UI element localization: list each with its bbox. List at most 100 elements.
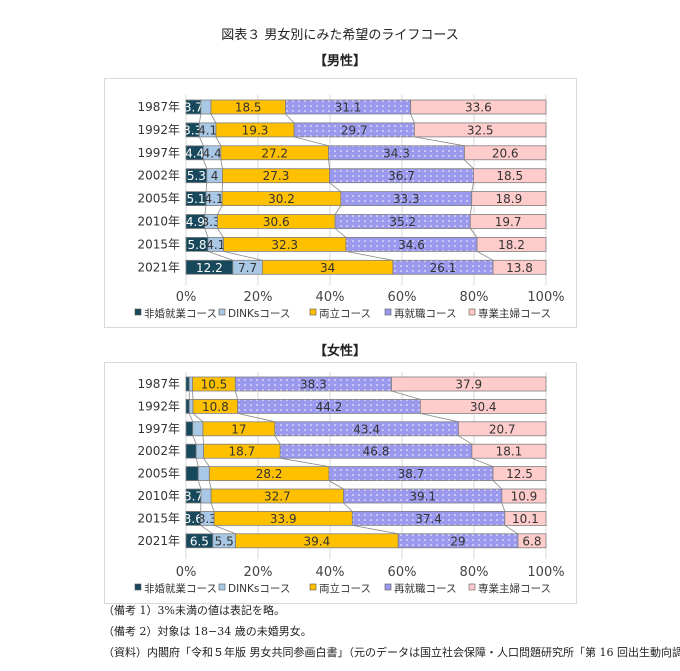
connector-line <box>492 480 503 490</box>
connector-line <box>195 458 199 467</box>
connector-line <box>204 228 209 238</box>
bar-segment <box>410 99 547 115</box>
connector-line <box>345 251 393 261</box>
legend-swatch <box>309 583 317 591</box>
legend-swatch <box>384 308 392 316</box>
x-tick-label: 60% <box>388 565 417 580</box>
data-label: 10.8 <box>202 400 229 414</box>
legend-label: 両立コース <box>319 582 371 595</box>
bar-segment <box>476 236 547 252</box>
year-label: 1997年 <box>137 146 180 160</box>
data-label: 46.8 <box>363 445 390 459</box>
data-label: 18.5 <box>496 169 523 183</box>
bar-segment <box>391 376 547 392</box>
connector-line <box>458 435 473 445</box>
connector-line <box>471 182 474 192</box>
bar-segment <box>464 145 547 161</box>
year-label: 2015年 <box>137 511 180 525</box>
data-label: 35.2 <box>389 215 416 229</box>
year-label: 2002年 <box>137 444 180 458</box>
x-tick-label: 100% <box>527 565 564 580</box>
connector-line <box>476 251 494 261</box>
connector-line <box>213 525 236 535</box>
data-label: 18.7 <box>229 445 256 459</box>
data-label: 12.2 <box>196 261 223 275</box>
bar-segment <box>473 168 547 184</box>
connector-line <box>192 413 204 423</box>
connector-line <box>274 435 281 445</box>
data-label: 3.6 <box>184 512 203 526</box>
data-label: 20.6 <box>492 146 519 160</box>
x-tick-label: 100% <box>527 290 564 305</box>
data-label: 7.7 <box>238 261 257 275</box>
data-label: 5.1 <box>186 192 205 206</box>
data-label: 32.3 <box>271 238 298 252</box>
year-label: 1992年 <box>137 399 180 413</box>
connector-line <box>203 159 208 169</box>
note-1: （備考 1）3%未満の値は表記を略。 <box>103 604 285 617</box>
connector-line <box>217 228 224 238</box>
bar-segment <box>471 443 547 459</box>
source-note: （資料）内閣府「令和５年版 男女共同参画白書」（元のデータは国立社会保障・人口問… <box>103 646 680 659</box>
bar-segment <box>188 399 194 414</box>
data-label: 3.3 <box>202 215 221 229</box>
data-label: 37.9 <box>455 378 482 392</box>
bar-segment <box>192 421 204 437</box>
connector-line <box>220 159 223 169</box>
connector-line <box>203 457 210 467</box>
data-label: 30.4 <box>470 400 497 414</box>
data-label: 6.8 <box>522 534 541 548</box>
connector-line <box>198 113 202 123</box>
connector-line <box>208 480 212 490</box>
data-label: 18.1 <box>496 445 523 459</box>
data-label: 31.1 <box>335 101 362 115</box>
x-tick-label: 20% <box>244 290 273 305</box>
data-label: 28.2 <box>256 467 283 481</box>
bar-segment <box>185 443 197 459</box>
data-label: 39.1 <box>409 490 436 504</box>
legend-swatch <box>134 308 142 316</box>
legend-swatch <box>218 308 226 316</box>
connector-line <box>471 457 494 467</box>
data-label: 29 <box>450 534 465 548</box>
connector-line <box>215 136 222 146</box>
connector-line <box>334 205 342 215</box>
data-label: 43.4 <box>353 422 380 436</box>
legend-swatch <box>384 583 392 591</box>
data-label: 32.7 <box>264 490 291 504</box>
connector-line <box>197 480 202 490</box>
year-label: 1992年 <box>137 123 180 137</box>
data-label: 5.5 <box>215 534 234 548</box>
legend-label: DINKsコース <box>228 583 290 595</box>
connector-line <box>280 457 329 467</box>
bar-segment <box>471 191 547 206</box>
connector-line <box>328 480 344 490</box>
connector-line <box>223 251 263 261</box>
data-label: 29.7 <box>341 123 368 137</box>
year-label: 2021年 <box>137 534 180 548</box>
data-label: 3.7 <box>184 101 203 115</box>
year-label: 2002年 <box>137 169 180 183</box>
data-label: 37.4 <box>415 512 442 526</box>
legend-label: 非婚就業コース <box>144 307 217 320</box>
year-label: 1987年 <box>137 100 180 114</box>
bar-segment <box>492 466 547 481</box>
connector-line <box>464 159 474 169</box>
connector-line <box>205 182 208 192</box>
year-label: 1987年 <box>137 377 180 391</box>
data-label: 18.9 <box>496 192 523 206</box>
bar-segment <box>185 421 194 437</box>
bar-segment <box>200 488 212 504</box>
data-label: 38.7 <box>398 467 425 481</box>
year-label: 2010年 <box>137 489 180 503</box>
data-label: 4 <box>211 169 219 183</box>
x-tick-label: 60% <box>388 290 417 305</box>
bar-segment <box>469 214 547 229</box>
data-label: 13.8 <box>506 261 533 275</box>
bar-segment <box>419 399 547 414</box>
data-label: 34.3 <box>383 146 410 160</box>
year-label: 2015年 <box>137 237 180 251</box>
chart-female: 1987年 10.5 38.3 37.9 1992年 10.8 44.2 30.4 1997年 1… <box>104 362 577 604</box>
bar-segment <box>504 510 547 526</box>
connector-line <box>207 251 233 261</box>
